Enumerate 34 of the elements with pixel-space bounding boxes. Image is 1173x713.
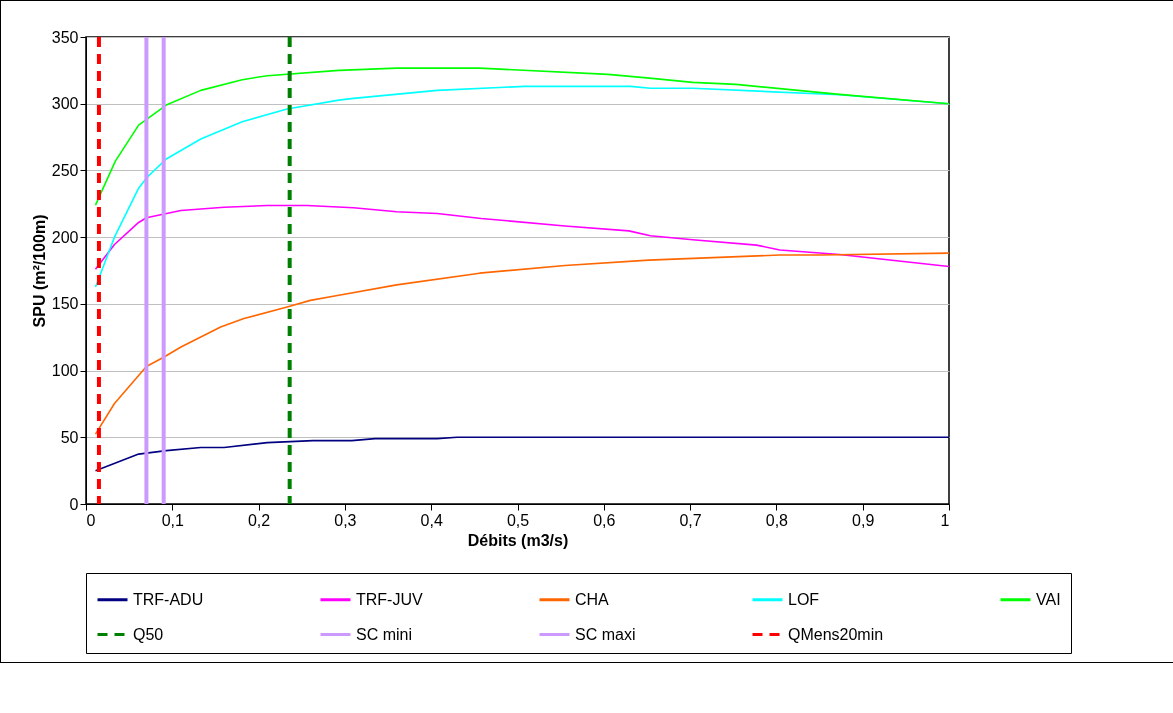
- line-series: [94, 204, 949, 270]
- line-series: [94, 67, 949, 206]
- x-tick-label: 0,1: [161, 511, 185, 529]
- x-tick-label: 0: [86, 511, 96, 529]
- x-tick-label: 0,8: [765, 511, 789, 529]
- x-tick-label: 0,6: [593, 511, 616, 529]
- y-tick-label: 100: [51, 362, 79, 380]
- y-tick-label: 150: [51, 295, 79, 313]
- y-tick-label: 50: [60, 428, 79, 446]
- legend-label: QMens20min: [788, 625, 884, 643]
- line-series: [94, 252, 949, 435]
- x-tick-label: 0,5: [506, 511, 530, 529]
- legend-label: CHA: [575, 590, 610, 608]
- y-tick-label: 0: [69, 495, 79, 513]
- legend-label: VAI: [1036, 590, 1061, 608]
- legend-label: TRF-JUV: [356, 590, 423, 608]
- x-tick-label: 0,2: [247, 511, 271, 529]
- legend-label: SC maxi: [575, 625, 636, 643]
- legend-label: Q50: [133, 625, 164, 643]
- y-axis-title: SPU (m²/100m): [30, 214, 48, 328]
- x-tick-label: 0,9: [852, 511, 875, 529]
- y-tick-label: 300: [51, 95, 79, 113]
- x-axis-title: Débits (m3/s): [467, 531, 569, 549]
- x-tick-label: 0,7: [679, 511, 702, 529]
- x-tick-label: 1: [940, 511, 950, 529]
- legend-label: LOF: [788, 590, 820, 608]
- x-tick-label: 0,3: [334, 511, 357, 529]
- legend-label: TRF-ADU: [133, 590, 204, 608]
- x-tick-label: 0,4: [420, 511, 443, 529]
- y-tick-label: 200: [51, 228, 79, 246]
- y-tick-label: 250: [51, 161, 79, 179]
- line-series: [94, 436, 949, 472]
- legend-label: SC mini: [356, 625, 413, 643]
- y-tick-label: 350: [51, 28, 79, 46]
